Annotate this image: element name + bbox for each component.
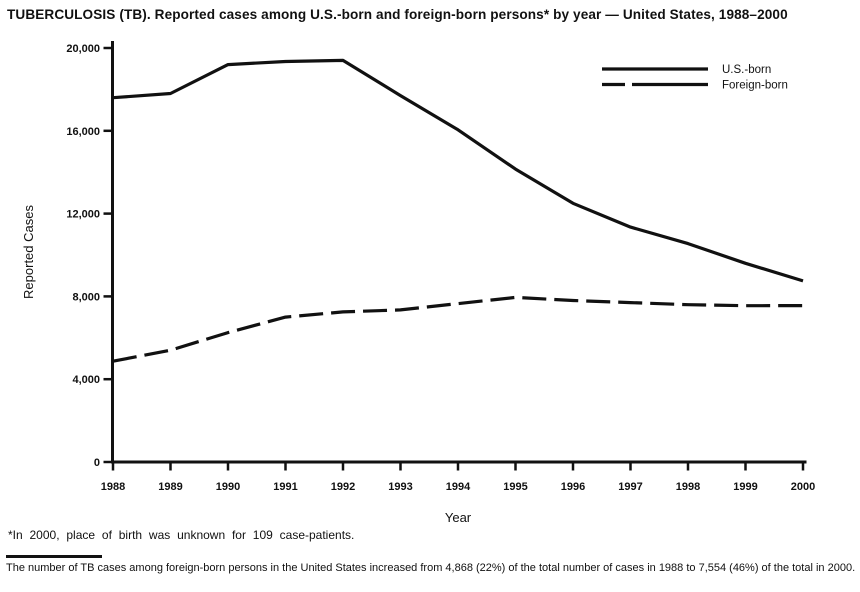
x-tick-label: 1995 (503, 481, 527, 493)
source-note: The number of TB cases among foreign-bor… (6, 562, 856, 574)
series-line-u-s-born (112, 58, 804, 283)
y-tick-label: 20,000 (66, 43, 100, 55)
y-tick-label: 8,000 (72, 291, 100, 303)
x-tick-label: 1997 (618, 481, 642, 493)
x-tick-label: 1990 (216, 481, 240, 493)
legend-label-us-born: U.S.-born (722, 64, 771, 76)
y-axis-title: Reported Cases (21, 205, 36, 299)
chart-title: TUBERCULOSIS (TB). Reported cases among … (7, 7, 788, 22)
legend-label-foreign-born: Foreign-born (722, 80, 788, 92)
footnote-text: *In 2000, place of birth was unknown for… (8, 528, 355, 542)
x-tick-label: 1991 (273, 481, 297, 493)
x-axis-title: Year (445, 510, 472, 525)
series-line-foreign-born (112, 295, 804, 363)
x-tick-label: 1992 (331, 481, 355, 493)
x-tick-label: 1999 (733, 481, 757, 493)
x-tick-label: 1989 (158, 481, 182, 493)
y-tick-label: 0 (94, 457, 100, 469)
x-tick-label: 1994 (446, 481, 471, 493)
x-tick-label: 2000 (791, 481, 815, 493)
y-tick-label: 16,000 (66, 126, 100, 138)
x-tick-label: 1996 (561, 481, 585, 493)
x-tick-label: 1988 (101, 481, 125, 493)
y-tick-label: 4,000 (72, 374, 100, 386)
x-tick-label: 1993 (388, 481, 412, 493)
source-divider (6, 555, 102, 558)
x-tick-label: 1998 (676, 481, 700, 493)
y-tick-label: 12,000 (66, 209, 100, 221)
line-chart: 0 4,000 8,000 12,000 16,000 20,000 1988 1989 199… (21, 41, 815, 525)
